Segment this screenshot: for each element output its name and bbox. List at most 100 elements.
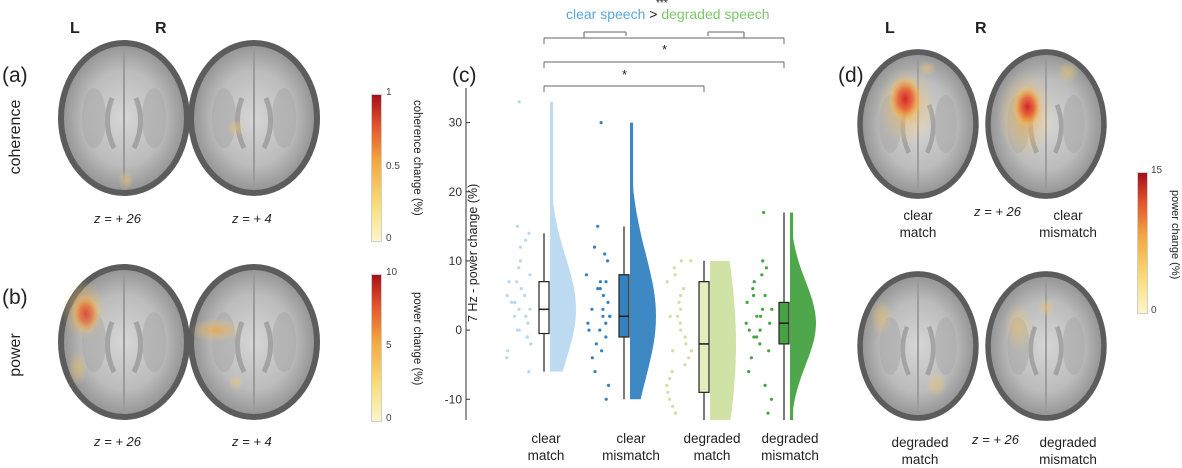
data-point xyxy=(592,245,597,249)
data-point xyxy=(587,328,591,332)
data-point xyxy=(601,293,605,298)
box xyxy=(698,281,710,393)
slice-label-d-top: z = + 26 xyxy=(974,204,1021,219)
data-point xyxy=(758,314,763,318)
significance-stars-main: *** xyxy=(656,0,668,9)
data-point xyxy=(670,370,674,374)
data-point xyxy=(510,300,514,304)
raincloud-group-degraded-mismatch xyxy=(744,210,816,420)
data-point xyxy=(604,335,608,339)
condition-label-line1: clear xyxy=(903,208,933,223)
data-point xyxy=(671,404,675,408)
violin-half xyxy=(710,260,736,420)
raincloud-group-degraded-match xyxy=(665,259,736,420)
data-point xyxy=(682,287,686,291)
panel-label-a: (a) xyxy=(2,64,28,87)
condition-label-line2: match xyxy=(901,452,939,467)
data-point xyxy=(529,342,533,346)
data-point xyxy=(603,252,607,256)
data-point xyxy=(525,335,529,339)
condition-label-degraded-mismatch: degraded mismatch xyxy=(1028,434,1108,468)
colorbar-power-b-label: power change (%) xyxy=(411,292,423,386)
significance-star-1: * xyxy=(662,42,668,57)
box xyxy=(618,274,630,338)
data-point xyxy=(606,259,610,263)
x-category-label-line1: degraded xyxy=(683,431,741,446)
panel-label-d: (d) xyxy=(838,64,864,87)
raincloud-chart: -10 0 10 20 30 xyxy=(445,31,816,420)
data-point xyxy=(590,307,594,311)
hemisphere-left-label-d: L xyxy=(885,20,895,37)
significance-brackets xyxy=(543,31,785,92)
x-category-label-line2: mismatch xyxy=(761,448,819,463)
significance-header-op: > xyxy=(649,6,658,22)
data-point xyxy=(600,349,604,353)
data-point xyxy=(676,314,680,318)
condition-label-clear-mismatch: clear mismatch xyxy=(1028,207,1108,241)
raincloud-group-clear-match xyxy=(505,100,576,374)
brain-slice-a-z26 xyxy=(58,40,190,196)
brain-slice-a-z4 xyxy=(188,40,320,196)
data-point xyxy=(528,273,532,277)
data-point xyxy=(601,314,605,318)
violin-half xyxy=(790,212,816,420)
data-point xyxy=(590,356,594,360)
data-point xyxy=(684,342,688,346)
data-point xyxy=(524,314,528,318)
data-point xyxy=(683,335,687,339)
data-point xyxy=(678,321,682,325)
slice-label-a-z4: z = + 4 xyxy=(232,211,272,226)
data-point xyxy=(763,293,767,298)
brain-slice-d-clear-match xyxy=(857,49,978,199)
data-point xyxy=(518,259,523,263)
colorbar-coherence-max: 1 xyxy=(386,87,392,98)
x-category-label-line2: match xyxy=(527,448,565,463)
raincloud-group-clear-mismatch xyxy=(584,121,656,401)
data-point xyxy=(671,349,675,353)
significance-header-right: degraded speech xyxy=(661,6,770,22)
y-axis: -10 0 10 20 30 xyxy=(445,88,470,420)
data-point xyxy=(584,273,588,277)
condition-label-line2: mismatch xyxy=(1039,452,1097,467)
x-category-label-line2: mismatch xyxy=(602,448,660,463)
data-point xyxy=(679,328,683,332)
x-category-clear-match: clear match xyxy=(516,430,576,464)
data-point xyxy=(673,411,677,415)
panel-label-c: (c) xyxy=(452,64,477,87)
data-point xyxy=(523,293,527,298)
data-point xyxy=(768,321,772,325)
colorbar-power-b-max: 10 xyxy=(386,267,398,278)
data-point xyxy=(601,307,605,311)
y-axis-label: 7 Hz - power change (%) xyxy=(466,183,480,322)
data-point xyxy=(764,266,768,270)
brain-slice-b-z4 xyxy=(188,264,320,420)
hemisphere-right-label: R xyxy=(155,20,167,37)
data-point xyxy=(598,328,602,332)
condition-label-clear-match: clear match xyxy=(888,207,948,241)
data-point xyxy=(665,280,669,284)
data-point xyxy=(524,238,528,242)
data-point xyxy=(527,370,531,374)
condition-label-line1: clear xyxy=(1053,208,1083,223)
data-point xyxy=(517,307,521,311)
colorbar-coherence-mid: 0.5 xyxy=(386,161,400,172)
data-point xyxy=(604,397,608,401)
data-point xyxy=(608,314,612,318)
data-point xyxy=(679,293,683,298)
data-point xyxy=(677,300,681,304)
data-point xyxy=(762,210,766,215)
data-point xyxy=(672,266,676,270)
data-point xyxy=(507,280,511,284)
data-point xyxy=(515,224,519,228)
slice-label-b-z4: z = + 4 xyxy=(232,434,272,449)
data-point xyxy=(596,287,600,291)
data-point xyxy=(513,300,517,304)
data-point xyxy=(758,342,762,346)
significance-star-2: * xyxy=(622,67,628,82)
violin-half xyxy=(630,122,656,400)
significance-header-left: clear speech xyxy=(566,6,646,22)
y-tick-label: 0 xyxy=(455,323,462,337)
box xyxy=(538,281,550,335)
brain-slice-d-degraded-mismatch xyxy=(985,271,1106,421)
brain-slice-d-clear-mismatch xyxy=(985,49,1106,199)
